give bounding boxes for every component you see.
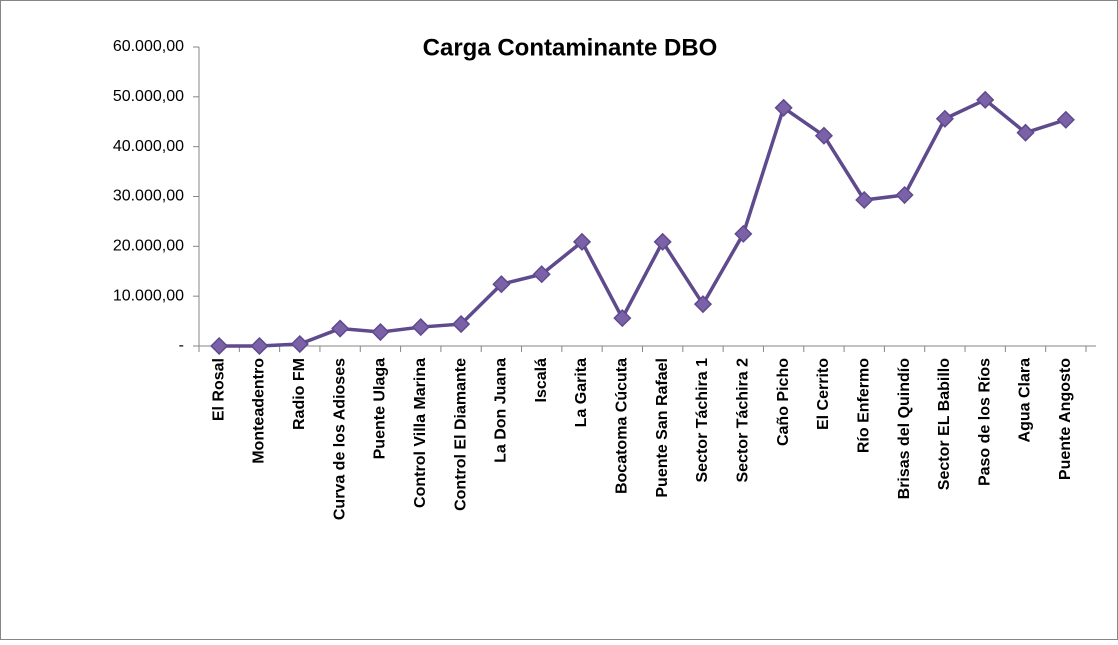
x-tick-label: Sector EL Babillo <box>936 358 953 490</box>
x-tick-label: Sector Táchira 2 <box>735 358 752 483</box>
marker <box>653 232 672 251</box>
y-tick-label: - <box>179 337 184 354</box>
x-tick-label: Agua Clara <box>1017 358 1034 443</box>
y-tick-label: 30.000,00 <box>113 188 184 205</box>
marker <box>814 126 833 145</box>
x-tick-label: El Rosal <box>210 358 227 421</box>
x-tick-label: Caño Picho <box>775 358 792 446</box>
marker <box>452 315 471 334</box>
marker <box>1056 110 1075 129</box>
x-tick-label: Control Villa Marina <box>412 358 429 508</box>
x-tick-label: Puente Angosto <box>1057 358 1074 480</box>
marker <box>734 224 753 243</box>
x-tick-label: Bocatoma Cúcuta <box>614 358 631 494</box>
data-line <box>219 97 1067 348</box>
y-tick-label: 60.000,00 <box>113 38 184 55</box>
x-tick-label: Puente Ulaga <box>372 358 389 459</box>
y-tick-label: 50.000,00 <box>113 88 184 105</box>
x-tick-label: El Cerrito <box>815 358 832 430</box>
marker <box>290 334 309 354</box>
marker <box>613 309 632 328</box>
y-tick-label: 40.000,00 <box>113 138 184 155</box>
marker <box>1016 123 1035 142</box>
marker <box>895 185 914 205</box>
marker <box>774 98 793 117</box>
x-tick-label: Curva de los Adioses <box>331 358 348 520</box>
marker <box>250 336 269 356</box>
y-tick-label: 20.000,00 <box>113 238 184 255</box>
x-tick-label: Sector Táchira 1 <box>694 358 711 483</box>
x-tick-label: Puente San Rafael <box>654 358 671 498</box>
marker <box>976 90 995 109</box>
chart-title: Carga Contaminante DBO <box>423 34 718 61</box>
marker <box>492 275 511 294</box>
x-tick-label: Paso de los Ríos <box>976 358 993 486</box>
x-tick-label: Iscalá <box>533 358 550 403</box>
x-tick-label: Río Enfermo <box>855 358 872 453</box>
marker <box>411 318 430 337</box>
x-tick-label: Monteadentro <box>251 358 268 464</box>
marker <box>935 109 954 128</box>
x-tick-label: Radio FM <box>291 358 308 430</box>
marker <box>210 336 229 356</box>
x-tick-label: La Garita <box>573 358 590 427</box>
y-tick-label: 10.000,00 <box>113 287 184 304</box>
x-tick-label: Brisas del Quindío <box>896 358 913 500</box>
x-tick-label: La Don Juana <box>493 358 510 463</box>
marker <box>371 322 390 342</box>
x-tick-label: Control El Diamante <box>452 358 469 511</box>
marker <box>532 265 551 284</box>
marker <box>331 319 350 338</box>
marker <box>855 190 874 210</box>
marker <box>572 232 592 251</box>
marker <box>693 295 713 314</box>
